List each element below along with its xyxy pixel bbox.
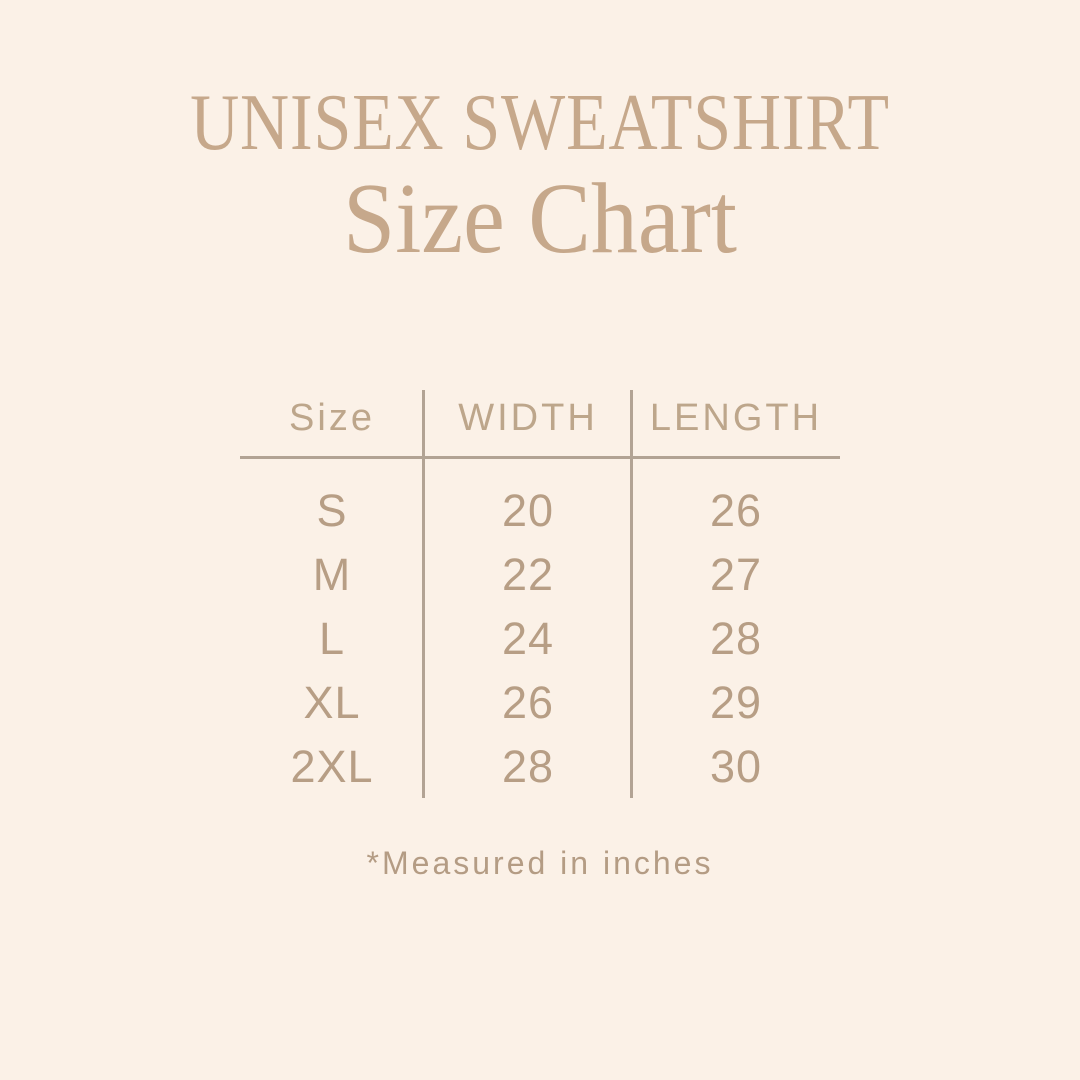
table-row: 2XL 28 30 <box>240 734 840 798</box>
size-cell: M <box>312 548 352 600</box>
length-cell: 27 <box>709 548 763 600</box>
length-cell: 29 <box>709 676 763 728</box>
size-table: Size WIDTH LENGTH S 20 26 M 22 27 L 24 2… <box>240 386 840 798</box>
footnote: *Measured in inches <box>366 845 714 881</box>
column-divider-line-1 <box>422 390 425 798</box>
table-row: M 22 27 <box>240 542 840 606</box>
width-cell: 26 <box>501 676 555 728</box>
column-header-length: LENGTH <box>649 397 823 439</box>
column-header-size: Size <box>289 397 375 439</box>
width-cell: 22 <box>501 548 555 600</box>
width-cell: 28 <box>501 740 555 792</box>
page-title: Size Chart <box>343 162 737 274</box>
length-cell: 28 <box>709 612 763 664</box>
length-cell: 26 <box>709 484 763 536</box>
length-cell: 30 <box>709 740 763 792</box>
table-row: XL 26 29 <box>240 670 840 734</box>
column-divider-line-2 <box>630 390 633 798</box>
size-table-body: S 20 26 M 22 27 L 24 28 XL 26 29 <box>240 478 840 798</box>
eyebrow-title: UNISEX SWEATSHIRT <box>190 79 890 167</box>
width-cell: 20 <box>501 484 555 536</box>
table-row: S 20 26 <box>240 478 840 542</box>
column-header-width: WIDTH <box>458 397 598 439</box>
width-cell: 24 <box>501 612 555 664</box>
size-cell: L <box>318 612 346 664</box>
table-row: L 24 28 <box>240 606 840 670</box>
header-divider-line <box>240 456 840 459</box>
size-cell: XL <box>303 676 361 728</box>
size-cell: S <box>316 484 348 536</box>
size-table-header: Size WIDTH LENGTH <box>240 386 840 450</box>
size-cell: 2XL <box>290 740 374 792</box>
